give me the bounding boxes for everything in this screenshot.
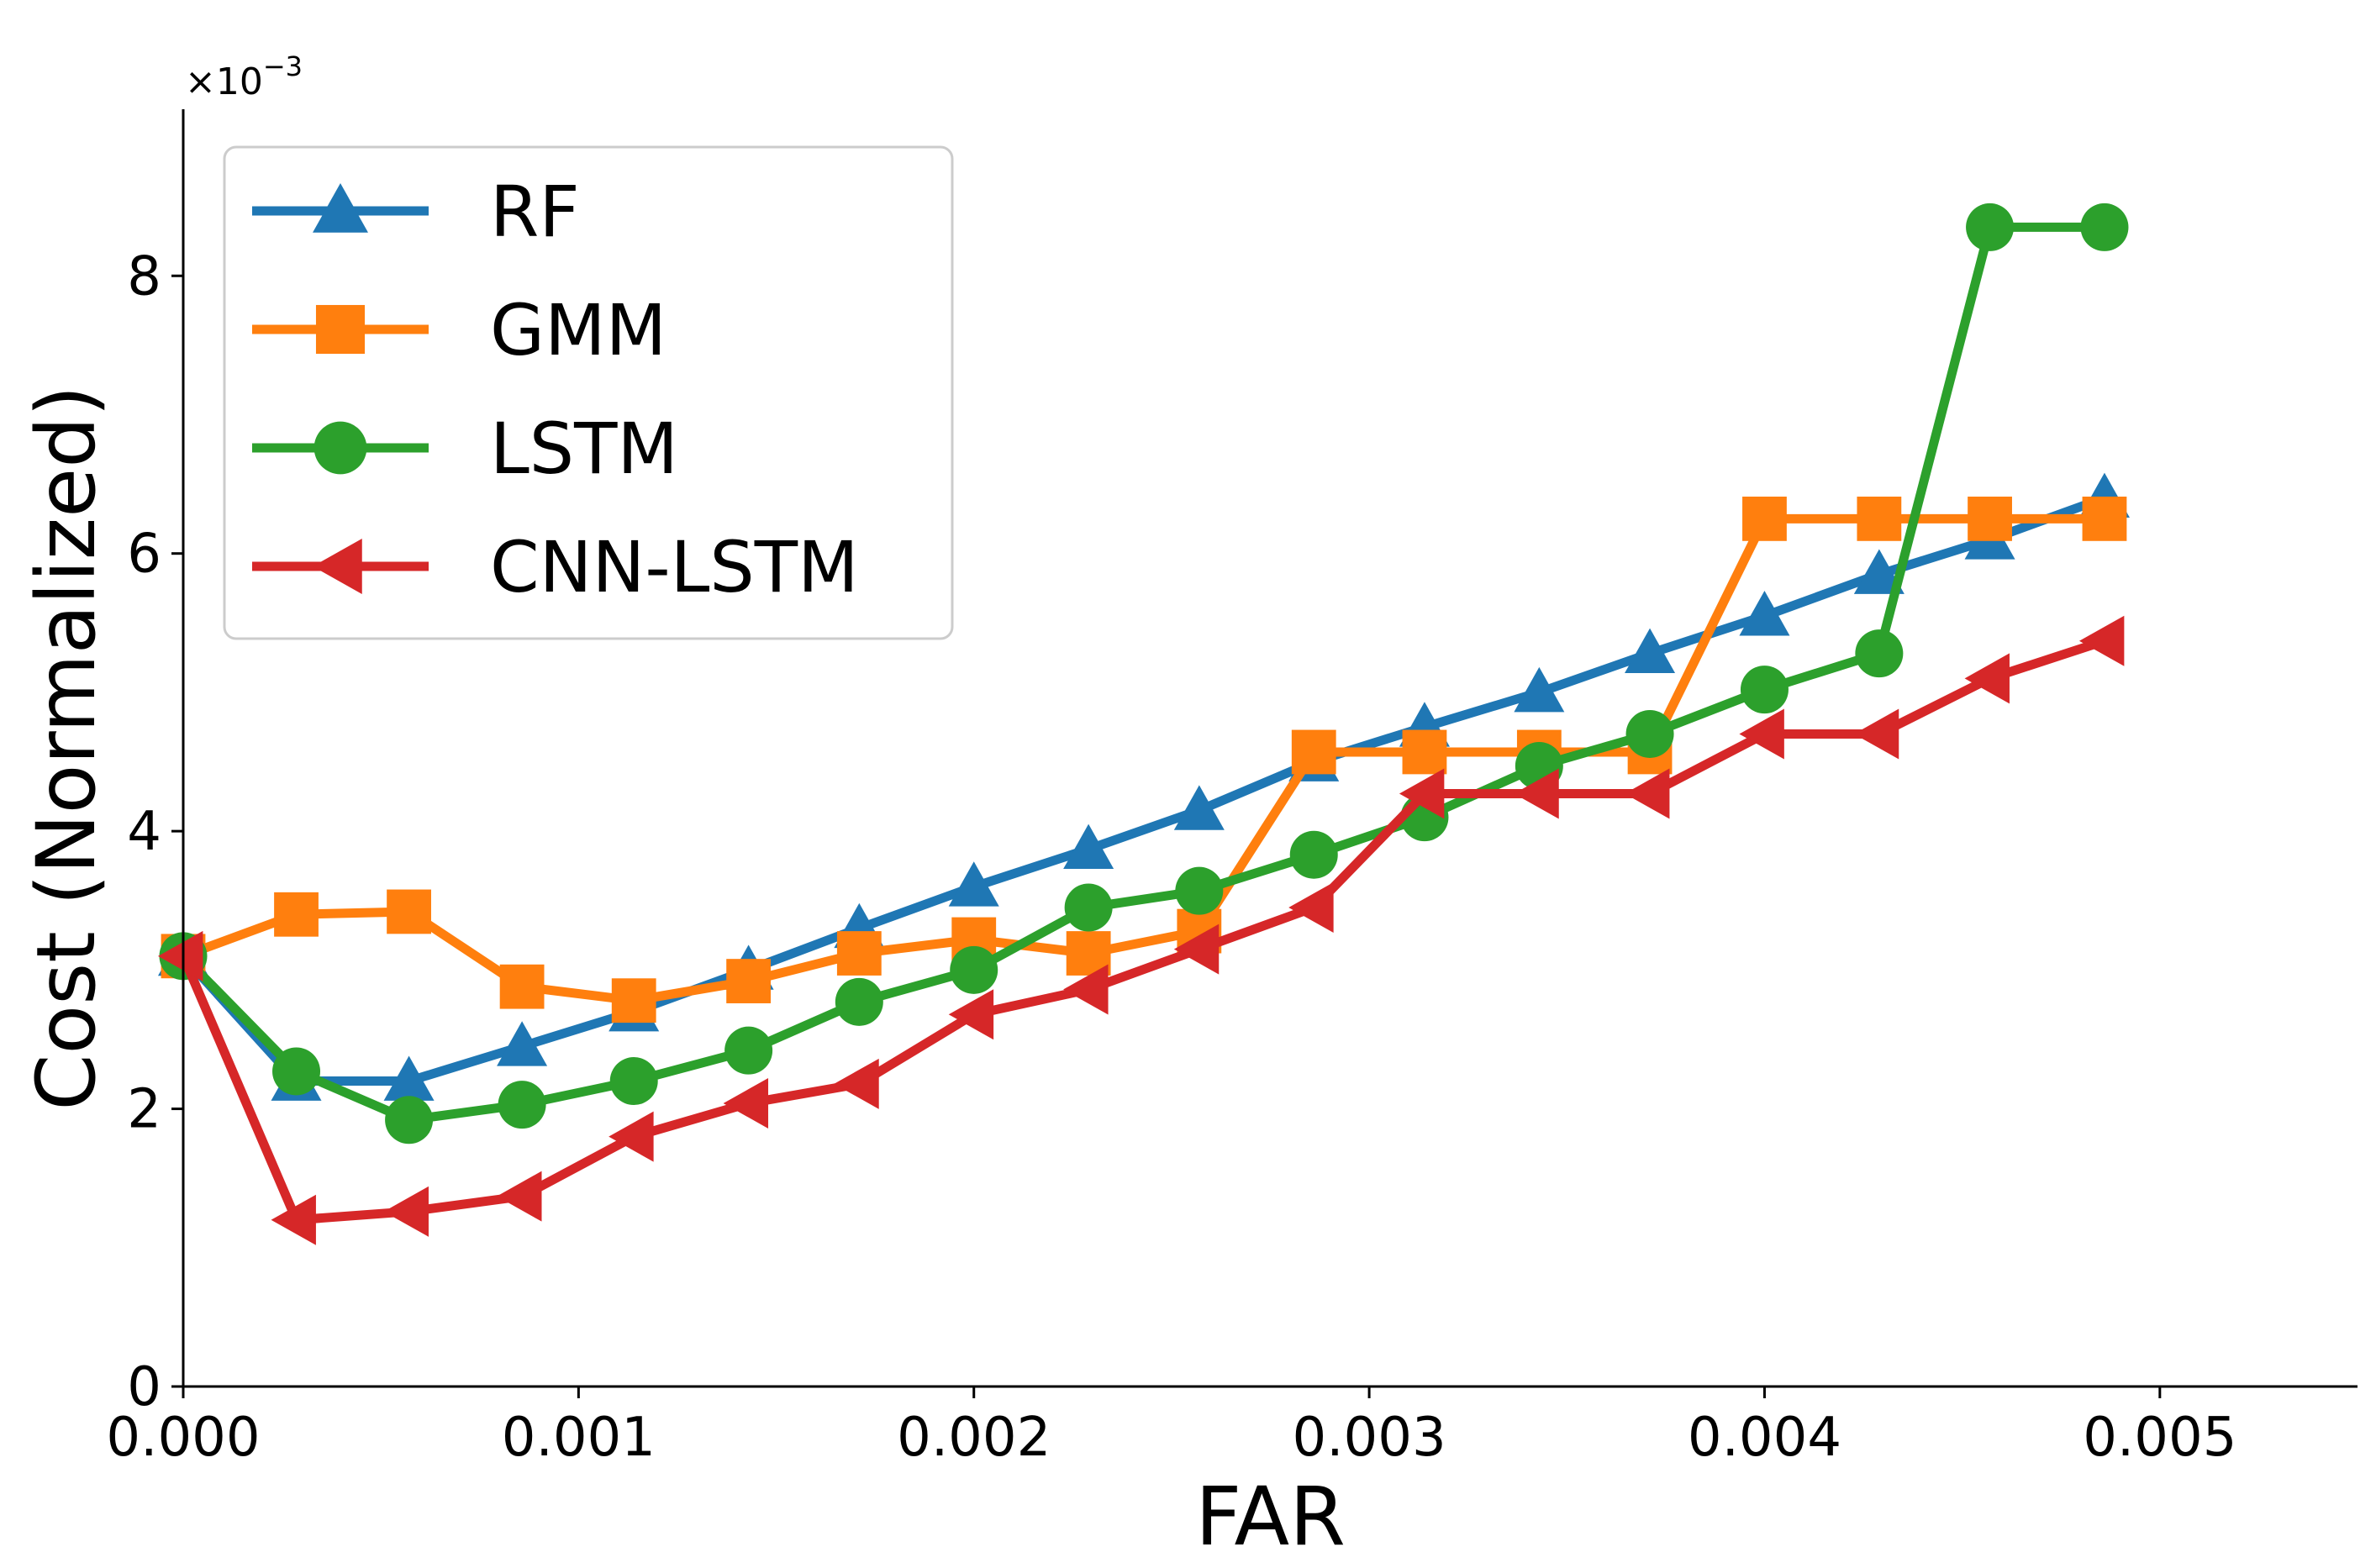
legend-label-gmm: GMM xyxy=(490,289,666,371)
data-point-rf xyxy=(497,1021,548,1066)
data-point-gmm xyxy=(1402,729,1447,775)
data-point-lstm xyxy=(1966,203,2015,251)
data-point-rf xyxy=(1625,628,1676,674)
legend-item-rf: RF xyxy=(252,171,580,253)
legend-marker-lstm xyxy=(313,421,367,475)
data-point-gmm xyxy=(726,959,772,1003)
x-tick-label: 0.004 xyxy=(1688,1407,1841,1469)
legend-marker-cnn-lstm xyxy=(313,539,362,594)
legend-item-gmm: GMM xyxy=(252,289,666,371)
data-point-gmm xyxy=(1968,496,2012,541)
y-multiplier-exponent: −3 xyxy=(263,50,303,82)
legend-label-rf: RF xyxy=(490,171,580,253)
data-point-lstm xyxy=(609,1057,658,1106)
data-point-cnn-lstm xyxy=(2078,615,2125,666)
data-point-rf xyxy=(1173,785,1225,830)
data-point-lstm xyxy=(1855,629,1904,678)
data-point-lstm xyxy=(1175,866,1224,915)
data-point-lstm xyxy=(950,945,998,994)
data-point-cnn-lstm xyxy=(948,989,994,1040)
legend-label-cnn-lstm: CNN-LSTM xyxy=(490,526,859,608)
data-point-rf xyxy=(383,1055,435,1101)
x-tick-label: 0.000 xyxy=(106,1407,260,1469)
legend-item-cnn-lstm: CNN-LSTM xyxy=(252,526,859,608)
series-line-rf xyxy=(178,493,2110,1087)
data-point-cnn-lstm xyxy=(271,1194,316,1245)
x-axis-title: FAR xyxy=(1195,1470,1346,1564)
x-tick-label: 0.002 xyxy=(897,1407,1051,1469)
data-point-gmm xyxy=(499,964,545,1009)
data-point-lstm xyxy=(498,1081,546,1129)
y-tick-label: 4 xyxy=(127,801,161,863)
data-point-cnn-lstm xyxy=(1853,708,1899,760)
data-point-rf xyxy=(1739,591,1790,636)
legend-box xyxy=(223,145,954,640)
y-axis-title: Cost (Normalized) xyxy=(19,385,113,1110)
legend-items: RF GMM LSTM CNN-LSTM xyxy=(252,171,859,608)
data-point-lstm xyxy=(272,1047,321,1096)
data-point-lstm xyxy=(1064,883,1113,932)
data-point-cnn-lstm xyxy=(1063,964,1109,1015)
data-point-lstm xyxy=(835,977,883,1026)
x-tick-label: 0.005 xyxy=(2083,1407,2236,1469)
data-point-gmm xyxy=(1857,496,1902,541)
data-point-cnn-lstm xyxy=(497,1171,542,1222)
data-point-lstm xyxy=(2080,203,2129,251)
data-point-gmm xyxy=(1742,496,1787,541)
data-point-cnn-lstm xyxy=(1625,768,1670,819)
data-point-cnn-lstm xyxy=(383,1186,429,1237)
data-point-gmm xyxy=(387,889,431,934)
data-point-lstm xyxy=(1740,666,1789,714)
series-lstm xyxy=(159,203,2129,1144)
data-point-rf xyxy=(1853,549,1904,594)
legend-item-lstm: LSTM xyxy=(252,408,678,490)
series-layer xyxy=(158,203,2130,1245)
data-point-gmm xyxy=(274,892,319,937)
y-tick-label: 8 xyxy=(127,245,161,308)
data-point-rf xyxy=(1514,666,1565,713)
legend-label-lstm: LSTM xyxy=(490,408,678,490)
x-tick-label: 0.001 xyxy=(502,1407,656,1469)
y-tick-label: 0 xyxy=(127,1356,161,1418)
data-point-cnn-lstm xyxy=(1288,882,1334,933)
y-axis-multiplier: ×10−3 xyxy=(185,50,303,103)
data-point-cnn-lstm xyxy=(834,1058,879,1109)
x-axis-ticks: 0.000 0.001 0.002 0.003 0.004 0.005 xyxy=(106,1386,2236,1469)
data-point-gmm xyxy=(611,978,656,1023)
y-tick-label: 6 xyxy=(127,524,161,586)
data-point-gmm xyxy=(1291,729,1336,775)
series-cnn-lstm xyxy=(158,615,2125,1245)
y-axis-ticks: 0 2 4 6 8 xyxy=(127,245,183,1418)
legend-marker-rf xyxy=(313,183,368,233)
data-point-cnn-lstm xyxy=(1964,653,2010,704)
data-point-cnn-lstm xyxy=(1514,768,1559,819)
legend: RF GMM LSTM CNN-LSTM xyxy=(223,145,954,640)
data-point-rf xyxy=(1063,823,1114,870)
data-point-cnn-lstm xyxy=(723,1077,769,1129)
data-point-lstm xyxy=(1289,830,1338,879)
data-point-cnn-lstm xyxy=(158,930,203,981)
y-multiplier-base: ×10 xyxy=(185,61,263,103)
data-point-gmm xyxy=(2082,496,2127,541)
data-point-cnn-lstm xyxy=(1399,768,1445,819)
data-point-lstm xyxy=(385,1096,434,1144)
y-tick-label: 2 xyxy=(127,1079,161,1141)
data-point-rf xyxy=(948,861,999,907)
data-point-lstm xyxy=(724,1026,773,1075)
x-tick-label: 0.003 xyxy=(1292,1407,1446,1469)
legend-marker-gmm xyxy=(315,304,366,355)
data-point-gmm xyxy=(836,931,882,976)
data-point-cnn-lstm xyxy=(1739,708,1784,760)
data-point-cnn-lstm xyxy=(608,1111,654,1162)
data-point-cnn-lstm xyxy=(1173,923,1220,975)
data-point-lstm xyxy=(1625,709,1674,758)
